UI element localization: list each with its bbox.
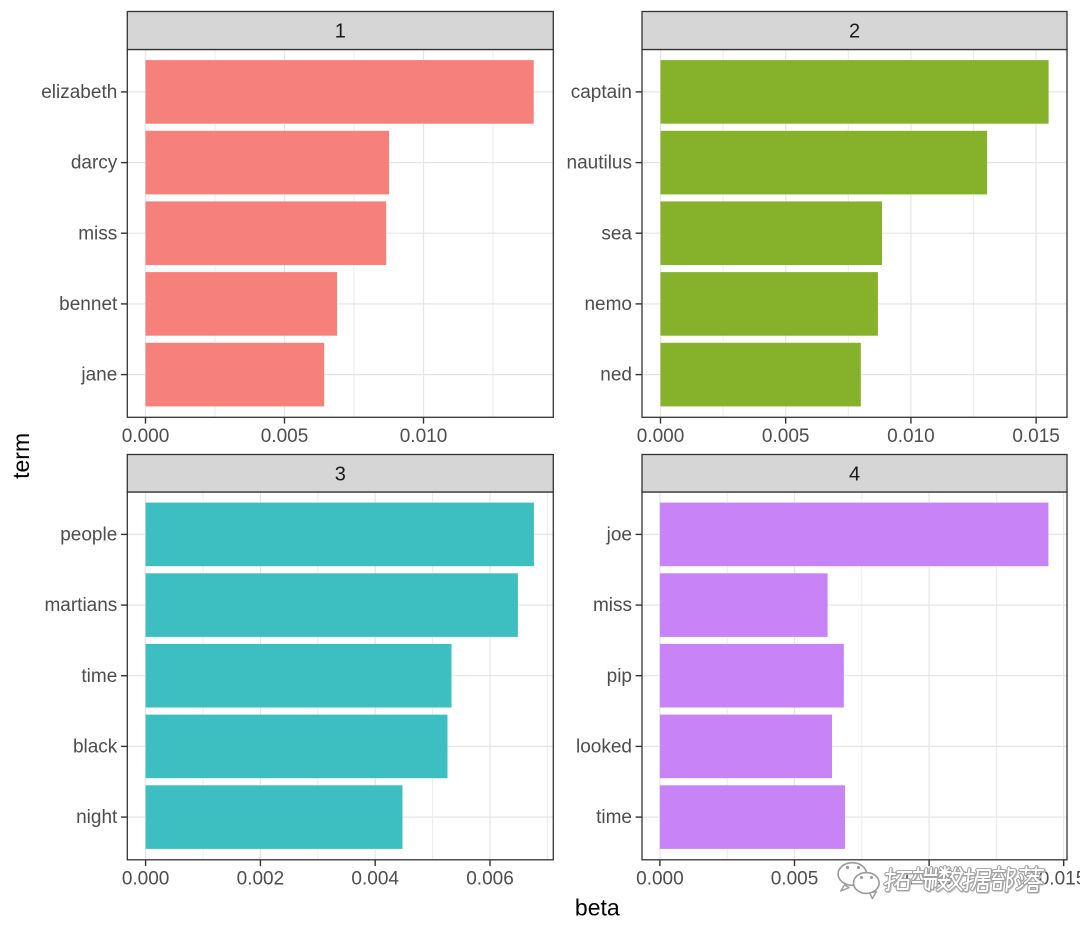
svg-text:0.004: 0.004 xyxy=(351,869,399,890)
svg-text:pip: pip xyxy=(607,666,632,687)
svg-text:0.010: 0.010 xyxy=(400,426,448,447)
svg-text:martians: martians xyxy=(44,595,117,616)
svg-text:captain: captain xyxy=(571,82,632,103)
svg-text:0.015: 0.015 xyxy=(1012,426,1060,447)
svg-text:0.005: 0.005 xyxy=(771,869,819,890)
svg-text:0.000: 0.000 xyxy=(122,426,170,447)
svg-text:darcy: darcy xyxy=(71,153,118,174)
svg-text:0.005: 0.005 xyxy=(261,426,309,447)
svg-text:time: time xyxy=(81,666,117,687)
svg-text:0.010: 0.010 xyxy=(887,426,935,447)
svg-text:4: 4 xyxy=(849,463,860,485)
svg-text:nautilus: nautilus xyxy=(567,153,633,174)
svg-text:sea: sea xyxy=(601,223,632,244)
svg-text:0.005: 0.005 xyxy=(762,426,810,447)
svg-text:ned: ned xyxy=(600,365,632,386)
svg-text:term: term xyxy=(8,433,34,479)
svg-text:bennet: bennet xyxy=(59,294,118,315)
svg-text:3: 3 xyxy=(335,463,346,485)
svg-text:night: night xyxy=(76,807,118,828)
svg-text:beta: beta xyxy=(575,894,620,920)
svg-text:joe: joe xyxy=(606,525,632,546)
svg-text:0.006: 0.006 xyxy=(466,869,514,890)
svg-text:time: time xyxy=(596,807,632,828)
svg-text:0.015: 0.015 xyxy=(1039,869,1080,890)
svg-text:1: 1 xyxy=(335,21,346,43)
svg-text:0.000: 0.000 xyxy=(636,869,684,890)
svg-text:0.002: 0.002 xyxy=(237,869,285,890)
svg-text:black: black xyxy=(73,737,118,758)
svg-text:2: 2 xyxy=(849,21,860,43)
svg-text:0.000: 0.000 xyxy=(122,869,170,890)
svg-text:jane: jane xyxy=(80,365,117,386)
svg-text:elizabeth: elizabeth xyxy=(41,82,117,103)
svg-text:looked: looked xyxy=(576,737,632,758)
svg-text:miss: miss xyxy=(78,223,117,244)
svg-text:0.000: 0.000 xyxy=(637,426,685,447)
svg-text:nemo: nemo xyxy=(584,294,632,315)
svg-text:people: people xyxy=(60,525,117,546)
svg-text:miss: miss xyxy=(593,595,632,616)
